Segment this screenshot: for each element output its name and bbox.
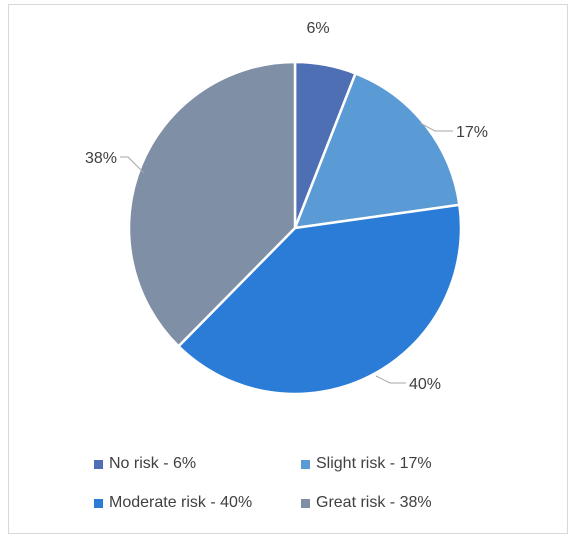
legend-swatch-great-risk [301,498,310,508]
legend-label-no-risk: No risk - 6% [109,455,197,472]
legend-swatch-moderate-risk [94,498,103,508]
legend-label-moderate-risk: Moderate risk - 40% [109,494,253,511]
legend-swatch-no-risk [94,459,103,469]
pie-slice-moderate-risk [177,203,463,396]
leader-line-great-risk [120,156,145,174]
legend-swatch-slight-risk [301,459,310,469]
legend-item-no-risk: No risk - 6% [94,455,196,473]
data-label-slight-risk: 17% [456,124,488,141]
data-label-great-risk: 38% [85,150,117,167]
leader-line-slight-risk [419,122,453,132]
pie-slice-great-risk [127,60,297,348]
legend-label-slight-risk: Slight risk - 17% [316,455,432,472]
data-label-moderate-risk: 40% [409,376,441,393]
legend-item-moderate-risk: Moderate risk - 40% [94,494,252,512]
pie-slices [127,60,463,396]
legend-item-great-risk: Great risk - 38% [301,494,432,512]
data-labels: 6% 17% 40% 38% [85,20,488,393]
leader-line-moderate-risk [375,375,406,384]
legend-item-slight-risk: Slight risk - 17% [301,455,432,473]
data-label-no-risk: 6% [306,20,329,37]
legend-label-great-risk: Great risk - 38% [316,494,432,511]
pie-slice-slight-risk [293,72,461,230]
leader-lines [120,122,453,384]
